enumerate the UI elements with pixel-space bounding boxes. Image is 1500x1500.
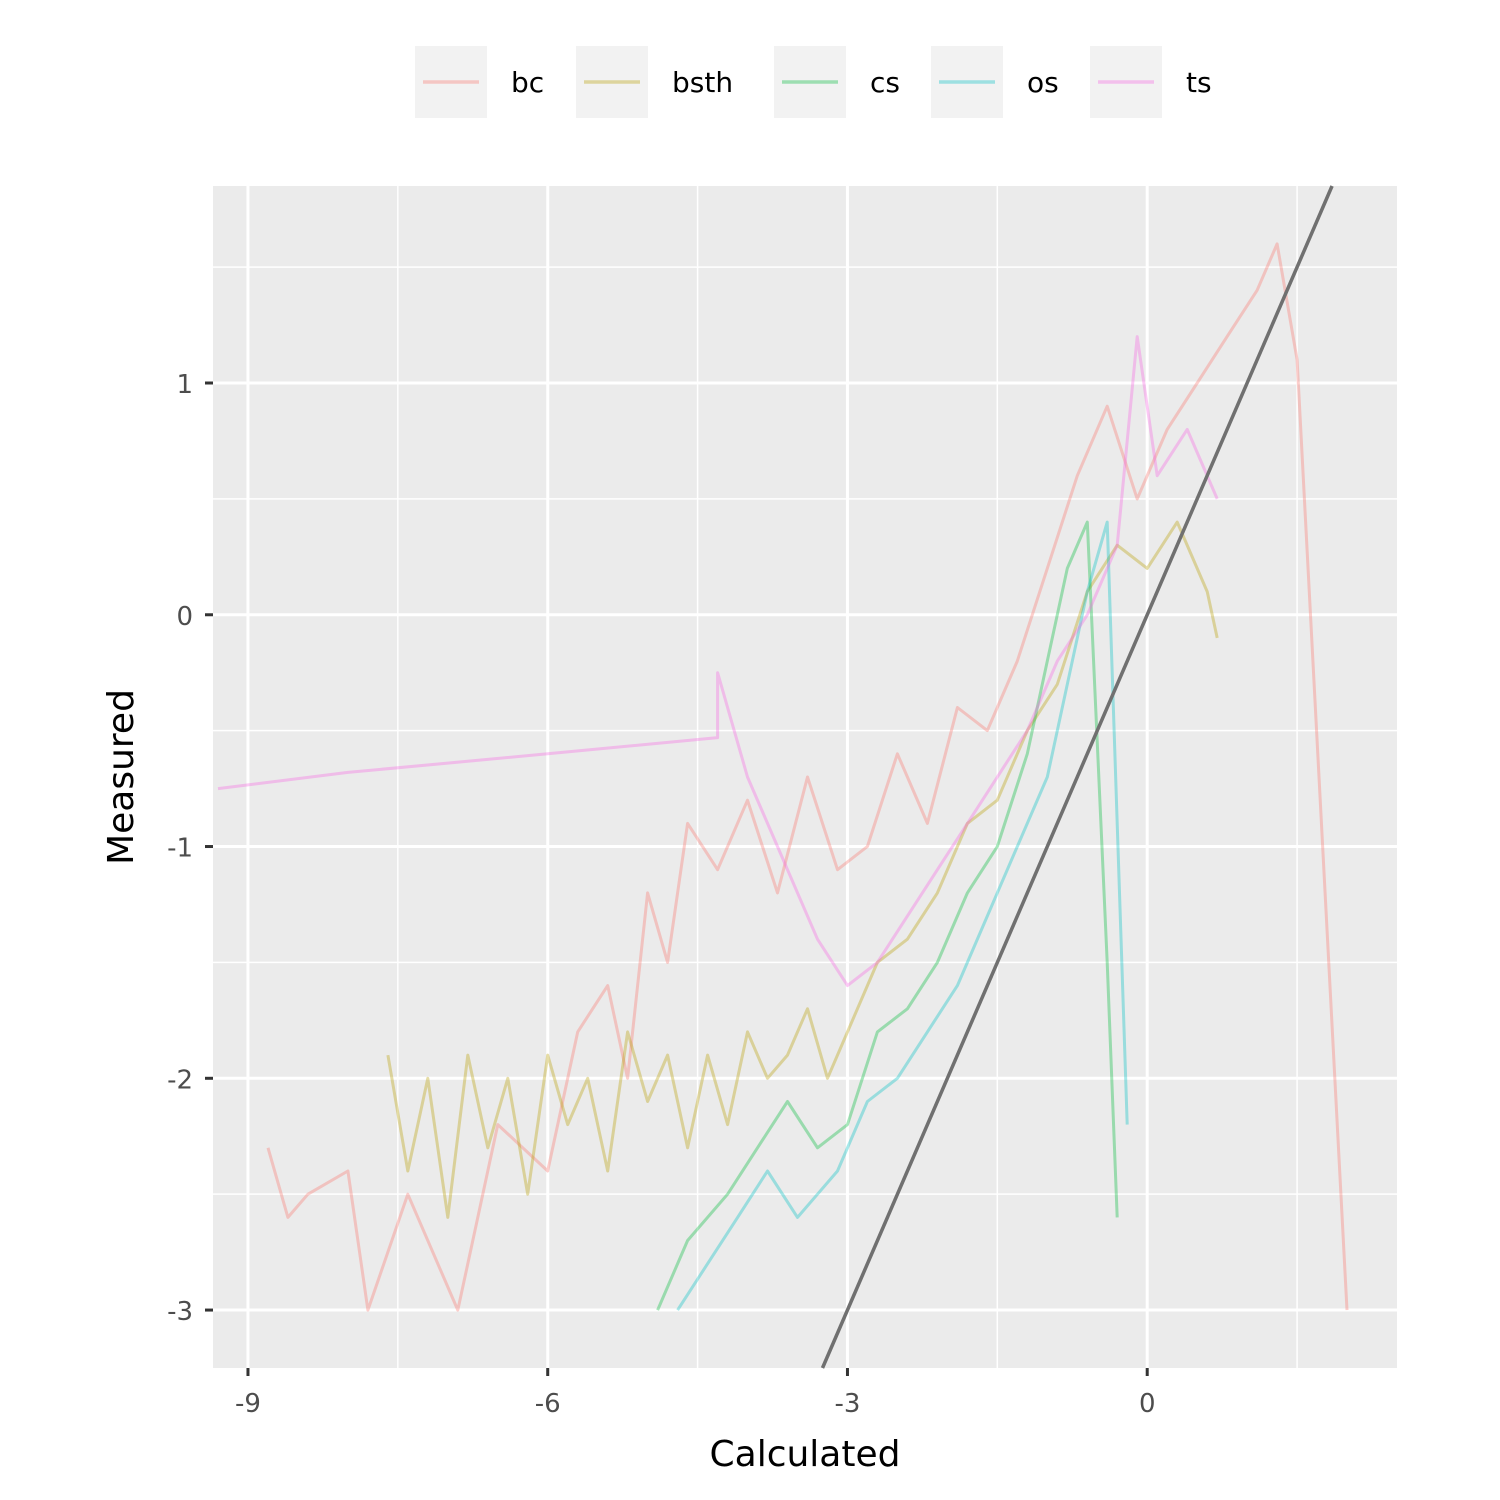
legend-label-bsth: bsth (672, 66, 733, 99)
legend-key-os (931, 46, 1003, 118)
legend-label-cs: cs (870, 66, 900, 99)
series-line-bsth (386, 520, 1219, 1219)
series-line-cs (656, 520, 1119, 1311)
axis-ticks: -9 -6 -3 0 -3 -2 -1 0 1 (167, 370, 1155, 1419)
y-tick-label: -1 (167, 834, 193, 864)
x-tick-label: -6 (535, 1389, 561, 1419)
legend-label-bc: bc (511, 66, 544, 99)
x-tick-label: -3 (834, 1389, 860, 1419)
x-tick-label: 0 (1139, 1389, 1156, 1419)
reference-line (820, 185, 1334, 1369)
y-tick-label: 0 (176, 602, 193, 632)
series-line-os (676, 520, 1129, 1311)
legend-key-bc (415, 46, 487, 118)
grid-major (213, 186, 1397, 1368)
series-line-ts (217, 335, 1219, 988)
series-layer (217, 242, 1349, 1312)
legend-key-bsth (576, 46, 648, 118)
legend: bc bsth cs os ts (415, 46, 1212, 118)
panel-background (213, 186, 1397, 1368)
legend-key-cs (774, 46, 846, 118)
reference-line-layer (820, 185, 1334, 1369)
y-tick-label: 1 (176, 370, 193, 400)
x-tick-label: -9 (235, 1389, 261, 1419)
legend-label-os: os (1027, 66, 1059, 99)
legend-key-ts (1090, 46, 1162, 118)
y-tick-label: -3 (167, 1297, 193, 1327)
y-axis-title: Measured (101, 689, 142, 865)
x-axis-title: Calculated (710, 1434, 901, 1475)
series-line-bc (266, 242, 1349, 1312)
legend-label-ts: ts (1186, 66, 1212, 99)
y-tick-label: -2 (167, 1065, 193, 1095)
